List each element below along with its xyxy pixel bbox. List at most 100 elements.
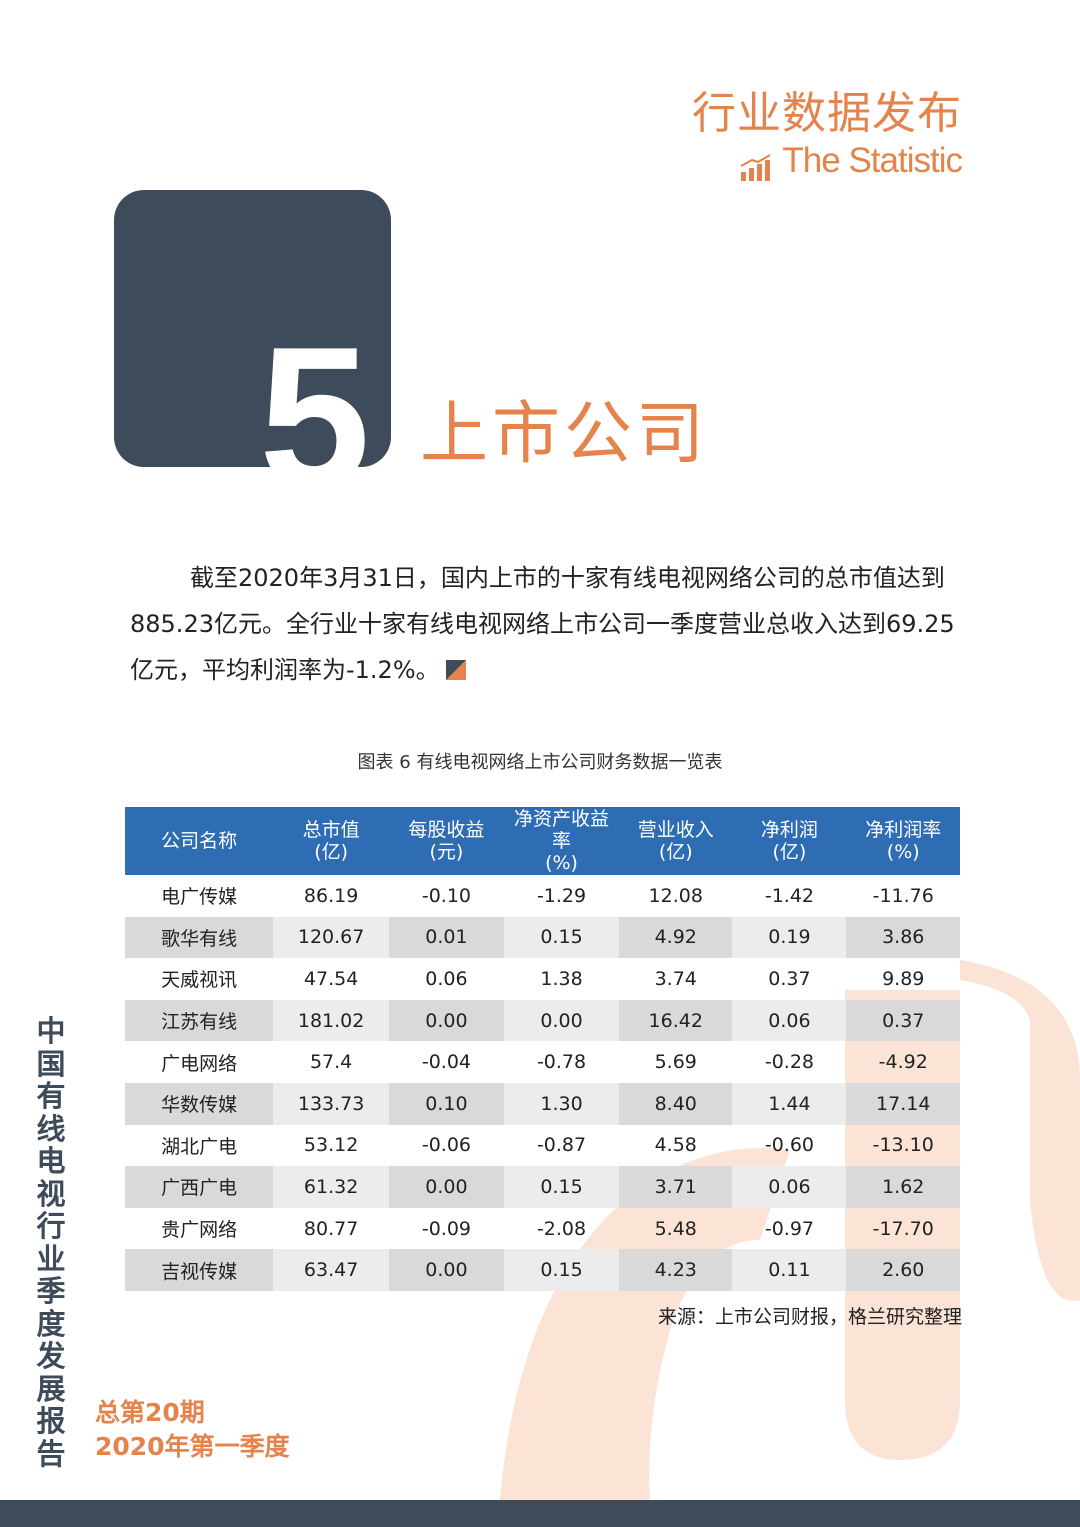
column-header-label: 营业收入 — [637, 819, 714, 841]
issue-number: 总第20期 — [95, 1398, 205, 1427]
table-row: 天威视讯 47.54 0.06 1.38 3.74 0.37 9.89 — [125, 958, 960, 1000]
column-header-label: 净利润率 — [865, 819, 942, 841]
table-caption: 图表 6 有线电视网络上市公司财务数据一览表 — [357, 752, 723, 773]
company-name-cell: 广电网络 — [161, 1052, 238, 1075]
financial-table: 公司名称 总市值 (亿) 每股收益 (元) 净资产收益率 (%) 营业收入 (亿) 净利润 (亿) 净… — [125, 807, 960, 1291]
value-cell: -0.10 — [421, 884, 472, 907]
value-cell: 2.60 — [846, 1249, 960, 1291]
table-row: 江苏有线 181.02 0.00 0.00 16.42 0.06 0.37 — [125, 999, 960, 1042]
column-header-unit: (%) — [545, 852, 578, 874]
table-row: 贵广网络 80.77 -0.09 -2.08 5.48 -0.97 -17.70 — [125, 1208, 960, 1250]
table-row: 湖北广电 53.12 -0.06 -0.87 4.58 -0.60 -13.10 — [125, 1125, 960, 1167]
table-row: 华数传媒 133.73 0.10 1.30 8.40 1.44 17.14 — [125, 1082, 960, 1125]
value-cell: 5.69 — [654, 1051, 697, 1074]
bar-chart-trend-icon — [740, 154, 771, 181]
column-header-unit: (%) — [886, 841, 920, 863]
value-cell: 0.37 — [768, 967, 811, 990]
table-row: 广西广电 61.32 0.00 0.15 3.71 0.06 1.62 — [125, 1166, 960, 1208]
report-title-vertical: 中国有线电视行业季度发展报告 — [36, 1014, 66, 1471]
value-cell: 4.58 — [654, 1134, 697, 1157]
value-cell: 3.71 — [619, 1166, 733, 1208]
value-cell: 133.73 — [273, 1082, 389, 1125]
issue-period: 2020年第一季度 — [95, 1432, 290, 1461]
footer-bar — [0, 1500, 1080, 1527]
value-cell: -0.04 — [421, 1051, 472, 1074]
column-header-label: 公司名称 — [161, 830, 238, 852]
table-source: 来源：上市公司财报，格兰研究整理 — [657, 1306, 962, 1328]
value-cell: 57.4 — [309, 1051, 353, 1074]
column-header: 总市值 (亿) — [273, 807, 389, 875]
value-cell: -1.42 — [764, 884, 815, 907]
value-cell: -0.97 — [764, 1217, 815, 1240]
value-cell: -4.92 — [878, 1051, 928, 1074]
value-cell: 8.40 — [619, 1082, 733, 1125]
value-cell: 16.42 — [619, 999, 733, 1042]
value-cell: 1.44 — [732, 1082, 847, 1125]
column-header-label: 净利润 — [760, 819, 818, 841]
section-number: 5 — [259, 306, 371, 468]
column-header-unit: (元) — [429, 841, 464, 863]
section-header: 行业数据发布 The Statistic — [692, 88, 963, 182]
value-cell: 0.11 — [732, 1249, 847, 1291]
value-cell: 0.06 — [425, 967, 468, 990]
table-row: 电广传媒 86.19 -0.10 -1.29 12.08 -1.42 -11.76 — [125, 875, 960, 917]
column-header: 净资产收益率 (%) — [503, 807, 620, 875]
company-name-cell: 天威视讯 — [161, 969, 238, 992]
value-cell: 0.37 — [846, 999, 960, 1042]
value-cell: 86.19 — [303, 884, 359, 907]
summary-text: 截至2020年3月31日，国内上市的十家有线电视网络公司的总市值达到885.23… — [130, 564, 955, 684]
value-cell: 4.92 — [619, 916, 733, 959]
column-header-unit: (亿) — [314, 841, 349, 863]
value-cell: -2.08 — [536, 1217, 587, 1240]
value-cell: 12.08 — [648, 884, 703, 907]
table-row: 歌华有线 120.67 0.01 0.15 4.92 0.19 3.86 — [125, 916, 960, 959]
value-cell: 47.54 — [303, 967, 359, 990]
value-cell: 0.00 — [388, 999, 504, 1042]
value-cell: 0.06 — [732, 1166, 847, 1208]
company-name-cell: 华数传媒 — [125, 1082, 274, 1125]
value-cell: 53.12 — [303, 1134, 359, 1157]
value-cell: 0.15 — [503, 1249, 620, 1291]
value-cell: 63.47 — [273, 1249, 389, 1291]
column-header: 净利润 (亿) — [732, 807, 847, 875]
value-cell: 9.89 — [882, 967, 925, 990]
company-name-cell: 吉视传媒 — [125, 1249, 274, 1291]
value-cell: 181.02 — [273, 999, 389, 1042]
header-title-cn: 行业数据发布 — [692, 88, 962, 139]
value-cell: 1.62 — [846, 1166, 960, 1208]
column-header-label: 每股收益 — [408, 819, 485, 841]
issue-info: 总第20期 2020年第一季度 — [95, 1396, 290, 1464]
summary-paragraph: 截至2020年3月31日，国内上市的十家有线电视网络公司的总市值达到885.23… — [130, 555, 960, 693]
value-cell: 0.06 — [732, 999, 847, 1042]
value-cell: 5.48 — [654, 1217, 697, 1240]
value-cell: -11.76 — [872, 884, 934, 907]
column-header-unit: (亿) — [772, 841, 807, 863]
value-cell: 17.14 — [846, 1082, 960, 1125]
value-cell: 80.77 — [303, 1217, 359, 1240]
value-cell: 1.38 — [540, 967, 583, 990]
table-header-row: 公司名称 总市值 (亿) 每股收益 (元) 净资产收益率 (%) 营业收入 (亿) 净利润 (亿) 净… — [125, 807, 960, 875]
company-name-cell: 江苏有线 — [125, 999, 274, 1042]
column-header-unit: (亿) — [658, 841, 693, 863]
value-cell: 3.74 — [654, 967, 697, 990]
value-cell: -1.29 — [536, 884, 587, 907]
header-title-en: The Statistic — [782, 141, 963, 180]
value-cell: 1.30 — [503, 1082, 620, 1125]
section-title: 上市公司 — [420, 395, 709, 474]
column-header-label: 总市值 — [302, 819, 360, 841]
column-header: 公司名称 — [125, 807, 274, 875]
column-header: 净利润率 (%) — [846, 807, 960, 875]
value-cell: -0.06 — [421, 1134, 472, 1157]
company-name-cell: 广西广电 — [125, 1166, 274, 1208]
column-header: 营业收入 (亿) — [619, 807, 733, 875]
end-mark-icon — [445, 660, 466, 680]
value-cell: -0.78 — [536, 1051, 587, 1074]
company-name-cell: 贵广网络 — [161, 1219, 238, 1242]
value-cell: 0.19 — [732, 916, 847, 959]
value-cell: 0.00 — [503, 999, 620, 1042]
value-cell: -0.09 — [421, 1217, 472, 1240]
value-cell: 4.23 — [619, 1249, 733, 1291]
value-cell: -13.10 — [872, 1134, 934, 1157]
section-number-block: 5 — [114, 190, 391, 467]
value-cell: 0.15 — [503, 916, 620, 959]
